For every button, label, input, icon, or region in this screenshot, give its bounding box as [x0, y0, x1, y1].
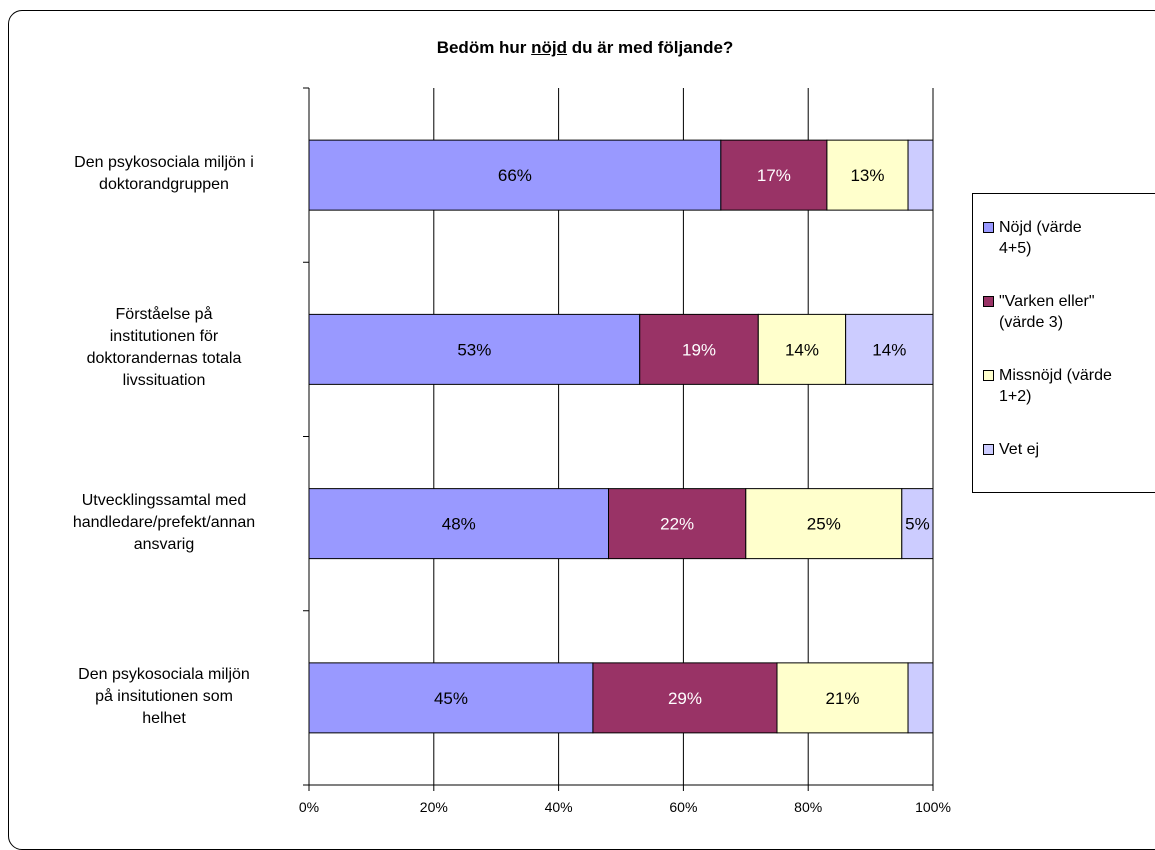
- bar-s1-c3: [592, 662, 778, 734]
- category-label-line: helhet: [142, 709, 186, 727]
- bar-s2-c2: [745, 488, 903, 560]
- category-label-line: handledare/prefekt/annan: [72, 513, 256, 531]
- legend-label-line: 1+2): [999, 388, 1032, 405]
- x-tick-label-4: 80%: [794, 799, 822, 815]
- legend-label: "Varken eller" (värde 3): [999, 291, 1155, 333]
- category-label-line: Förståelse på: [115, 306, 213, 324]
- legend-swatch: [983, 370, 994, 381]
- data-label-s2-c3: 21%: [826, 689, 860, 708]
- legend-label: Vet ej: [999, 439, 1155, 460]
- title-part-1: Bedöm hur: [436, 38, 532, 57]
- title-part-3: du är med följande?: [567, 38, 734, 57]
- legend-label-line: 4+5): [999, 240, 1032, 257]
- bar-s3-c0: [907, 139, 934, 211]
- data-label-s3-c2: 5%: [905, 515, 930, 534]
- bar-s1-c0: [720, 139, 828, 211]
- data-label-s0-c0: 66%: [498, 166, 532, 185]
- category-label-line: doktorandernas totala: [86, 350, 242, 368]
- legend: Nöjd (värde 4+5) "Varken eller" (värde 3) Mi…: [972, 193, 1155, 493]
- category-label-3: Den psykosociala miljön på insitutionen s…: [30, 664, 298, 730]
- data-label-s2-c1: 14%: [785, 340, 819, 359]
- category-label-line: Den psykosociala miljön: [78, 665, 250, 683]
- legend-label-line: (värde 3): [999, 314, 1064, 331]
- bar-s2-c1: [757, 313, 847, 385]
- bar-s1-c1: [639, 313, 759, 385]
- data-label-s0-c2: 48%: [442, 515, 476, 534]
- bar-s0-c2: [308, 488, 610, 560]
- title-part-2: nöjd: [531, 38, 568, 57]
- data-label-s3-c1: 14%: [872, 340, 906, 359]
- legend-label: Missnöjd (värde 1+2): [999, 365, 1155, 407]
- category-label-1: Förståelse på institutionen för doktorande…: [30, 304, 298, 392]
- category-label-line: doktorandgruppen: [99, 176, 229, 194]
- category-label-0: Den psykosociala miljön i doktorandgruppe…: [30, 152, 298, 196]
- x-tick-label-3: 60%: [669, 799, 697, 815]
- legend-label-line: Vet ej: [999, 441, 1040, 458]
- category-label-2: Utvecklingssamtal med handledare/prefekt/…: [30, 490, 298, 556]
- data-label-s2-c2: 25%: [807, 515, 841, 534]
- data-label-s1-c0: 17%: [757, 166, 791, 185]
- bar-s3-c3: [907, 662, 934, 734]
- x-tick-label-5: 100%: [915, 799, 951, 815]
- data-label-s1-c2: 22%: [660, 515, 694, 534]
- bar-s0-c3: [308, 662, 594, 734]
- bar-s3-c2: [901, 488, 934, 560]
- legend-swatch: [983, 296, 994, 307]
- data-label-s2-c0: 13%: [850, 166, 884, 185]
- data-label-s1-c1: 19%: [682, 340, 716, 359]
- bar-s0-c0: [308, 139, 722, 211]
- category-label-line: institutionen för: [109, 328, 219, 346]
- data-label-s1-c3: 29%: [668, 689, 702, 708]
- x-tick-label-2: 40%: [545, 799, 573, 815]
- category-label-line: ansvarig: [133, 535, 195, 553]
- bar-s2-c3: [776, 662, 909, 734]
- legend-label-line: Nöjd (värde: [999, 219, 1082, 236]
- data-label-s0-c1: 53%: [457, 340, 491, 359]
- chart-title: Bedöm hur nöjd du är med följande?: [0, 38, 1155, 58]
- legend-swatch: [983, 444, 994, 455]
- category-label-line: på insitutionen som: [95, 687, 233, 705]
- legend-swatch: [983, 222, 994, 233]
- x-tick-label-0: 0%: [299, 799, 319, 815]
- data-label-s0-c3: 45%: [434, 689, 468, 708]
- bar-s3-c1: [845, 313, 934, 385]
- bar-s0-c1: [308, 313, 641, 385]
- category-label-line: livssituation: [122, 372, 206, 390]
- category-label-line: Den psykosociala miljön i: [74, 154, 254, 172]
- bar-s1-c2: [608, 488, 747, 560]
- legend-label: Nöjd (värde 4+5): [999, 217, 1155, 259]
- category-label-line: Utvecklingssamtal med: [81, 491, 247, 509]
- legend-label-line: "Varken eller": [999, 293, 1095, 310]
- legend-label-line: Missnöjd (värde: [999, 367, 1112, 384]
- x-tick-label-1: 20%: [420, 799, 448, 815]
